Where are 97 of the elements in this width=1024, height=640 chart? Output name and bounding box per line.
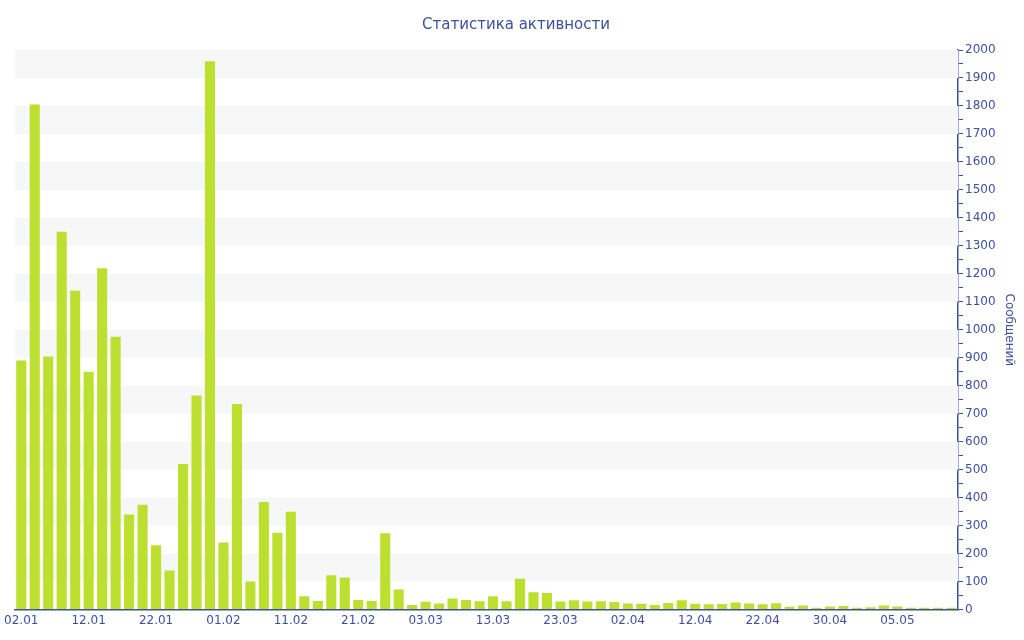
bar [771, 603, 782, 610]
y-tick-label: 700 [965, 405, 988, 420]
x-tick-label: 12.01 [71, 612, 106, 627]
bar [676, 600, 687, 610]
y-tick-label: 1600 [965, 154, 996, 169]
y-tick-label: 0 [965, 601, 973, 616]
y-tick-label: 900 [965, 349, 988, 364]
bar [636, 603, 647, 610]
bar [838, 605, 849, 610]
bar [420, 601, 431, 610]
y-axis-title: Сообщений [1002, 293, 1017, 367]
x-tick-label: 02.01 [4, 612, 39, 627]
x-tick-label: 23.03 [543, 612, 578, 627]
bar [299, 596, 310, 610]
bar [380, 533, 391, 610]
x-tick-label: 03.03 [408, 612, 443, 627]
x-tick-label: 12.04 [678, 612, 713, 627]
bar [514, 578, 526, 610]
bar [164, 570, 175, 610]
y-tick-label: 1000 [965, 321, 996, 336]
bar [16, 360, 27, 610]
y-tick-label: 300 [965, 517, 988, 532]
bar [137, 504, 148, 610]
y-tick-label: 1500 [965, 182, 996, 197]
bar [191, 395, 202, 610]
bar [272, 532, 283, 610]
bar [622, 603, 633, 610]
bar [339, 577, 350, 610]
y-tick-label: 1200 [965, 265, 996, 280]
bar [474, 601, 485, 610]
bar [151, 545, 162, 610]
bar [407, 605, 418, 610]
bar [690, 603, 701, 610]
x-tick-label: 30.04 [812, 612, 848, 627]
y-tick-label: 400 [965, 489, 988, 504]
x-tick-label: 13.03 [475, 612, 511, 627]
x-tick-label: 02.04 [610, 612, 645, 627]
y-tick-label: 1100 [965, 293, 996, 308]
bar [258, 501, 269, 610]
bar [204, 61, 216, 610]
bar [97, 268, 108, 610]
y-tick-label: 500 [965, 461, 988, 476]
bar [231, 403, 242, 610]
bar [609, 602, 620, 610]
bar [717, 604, 728, 610]
bar [757, 604, 768, 610]
bar [595, 601, 606, 610]
bar [353, 600, 364, 610]
x-tick-label: 05.05 [880, 612, 915, 627]
bar [110, 336, 121, 610]
bar [447, 598, 458, 610]
x-tick-label: 11.02 [273, 612, 309, 627]
y-tick-label: 600 [965, 433, 988, 448]
bar [501, 601, 512, 610]
x-tick-label: 22.01 [138, 612, 174, 627]
bar [393, 589, 404, 610]
bar [487, 596, 499, 610]
bar [663, 602, 674, 610]
bar [555, 601, 566, 610]
x-tick-label: 21.02 [341, 612, 376, 627]
bar [56, 231, 67, 610]
bar [541, 593, 552, 610]
bar [649, 605, 660, 610]
bar [582, 601, 593, 610]
bar [326, 575, 337, 610]
bar [461, 600, 472, 610]
bar [124, 514, 135, 610]
bar [70, 290, 81, 610]
bar [285, 511, 296, 610]
bar [798, 605, 809, 610]
chart-title: Статистика активности [422, 14, 610, 33]
bar [568, 600, 579, 610]
bar [730, 602, 741, 610]
x-tick-label: 22.04 [745, 612, 780, 627]
y-tick-label: 1800 [965, 98, 996, 113]
x-tick-label: 01.02 [206, 612, 241, 627]
y-tick-label: 1900 [965, 70, 996, 85]
bar [83, 371, 94, 610]
bar [878, 605, 889, 610]
y-tick-label: 2000 [965, 42, 996, 57]
y-tick-label: 100 [965, 573, 988, 588]
y-tick-label: 1400 [965, 210, 996, 225]
bar [434, 603, 445, 610]
bar [312, 600, 323, 610]
bar [528, 592, 539, 610]
bar [744, 603, 755, 610]
bar [177, 464, 189, 610]
y-tick-label: 200 [965, 545, 988, 560]
y-tick-label: 1700 [965, 126, 996, 141]
bar [245, 581, 256, 610]
y-tick-label: 1300 [965, 237, 996, 252]
bar [218, 542, 229, 610]
bar [703, 604, 714, 610]
bar [29, 104, 40, 610]
bar [366, 600, 377, 610]
bar [43, 356, 54, 610]
y-tick-label: 800 [965, 377, 988, 392]
